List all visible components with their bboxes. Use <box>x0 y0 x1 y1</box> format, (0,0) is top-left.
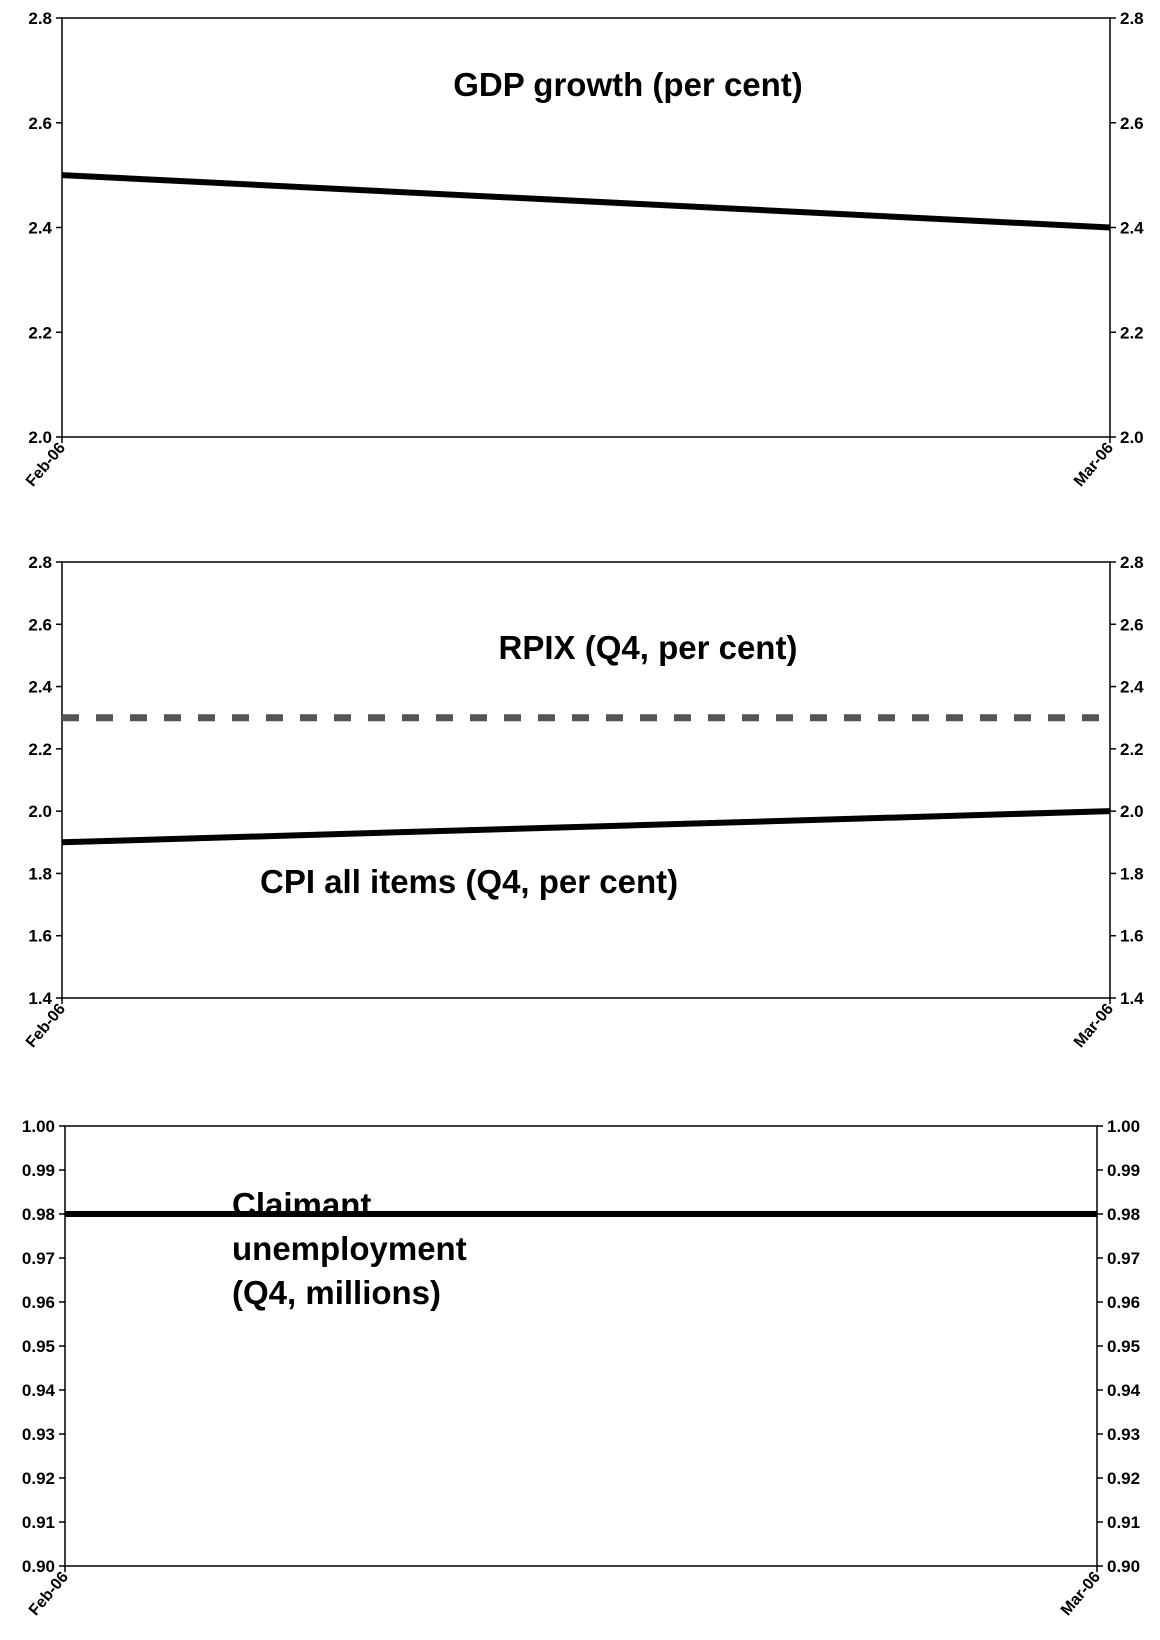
chart3-left-tick-label: 0.98 <box>22 1205 55 1224</box>
chart2-right-tick-label: 2.6 <box>1120 615 1144 634</box>
chart1-annotation-1: GDP growth (per cent) <box>453 66 803 103</box>
chart2-left-tick-label: 1.6 <box>28 927 52 946</box>
chart2-right-tick-label: 1.6 <box>1120 927 1144 946</box>
chart3-right-tick-label: 0.96 <box>1107 1293 1140 1312</box>
chart1-left-tick-label: 2.0 <box>28 428 52 447</box>
chart3-left-tick-label: 0.96 <box>22 1293 55 1312</box>
chart2-left-tick-label: 2.4 <box>28 678 52 697</box>
chart2-left-tick-label: 2.2 <box>28 740 52 759</box>
chart1-right-tick-label: 2.6 <box>1120 114 1144 133</box>
chart1-x-tick-label: Feb-06 <box>23 440 69 491</box>
chart3-right-tick-label: 0.91 <box>1107 1513 1140 1532</box>
chart2-right-tick-label: 2.8 <box>1120 553 1144 572</box>
chart3-annotation-line: (Q4, millions) <box>232 1274 441 1311</box>
chart3-right-tick-label: 1.00 <box>1107 1117 1140 1136</box>
chart1-right-tick-label: 2.2 <box>1120 323 1144 342</box>
chart3-right-tick-label: 0.93 <box>1107 1425 1140 1444</box>
chart1-right-tick-label: 2.8 <box>1120 9 1144 28</box>
chart3-annotation-line: unemployment <box>232 1230 467 1267</box>
chart2-left-tick-label: 2.6 <box>28 615 52 634</box>
chart3-left-tick-label: 0.93 <box>22 1425 55 1444</box>
chart3-annotation-1: Claimant unemployment (Q4, millions) <box>232 1186 467 1311</box>
chart3-right-tick-label: 0.92 <box>1107 1469 1140 1488</box>
chart2-x-tick-label: Feb-06 <box>23 1001 69 1052</box>
chart3-x-tick-label: Mar-06 <box>1058 1569 1104 1620</box>
chart1-left-tick-label: 2.6 <box>28 114 52 133</box>
chart2-right-tick-label: 1.4 <box>1120 989 1144 1008</box>
chart3-left-tick-label: 1.00 <box>22 1117 55 1136</box>
chart3-right-tick-label: 0.99 <box>1107 1161 1140 1180</box>
chart1-series-1-line <box>61 172 1111 231</box>
chart3-left-tick-label: 0.95 <box>22 1337 55 1356</box>
chart2-annotation-2: CPI all items (Q4, per cent) <box>260 863 678 900</box>
chart3-left-tick-label: 0.94 <box>22 1381 56 1400</box>
chart2-left-tick-label: 2.8 <box>28 553 52 572</box>
chart3-right-tick-label: 0.95 <box>1107 1337 1140 1356</box>
chart2-annotation-1: RPIX (Q4, per cent) <box>499 629 798 666</box>
chart3-x-tick-label: Feb-06 <box>26 1569 72 1620</box>
chart2-right-tick-label: 2.2 <box>1120 740 1144 759</box>
chart3-right-tick-label: 0.98 <box>1107 1205 1140 1224</box>
chart3-left-tick-label: 0.92 <box>22 1469 55 1488</box>
chart1-right-tick-label: 2.4 <box>1120 219 1144 238</box>
chart2-plot-frame <box>61 561 1111 999</box>
chart3-left-tick-label: 0.99 <box>22 1161 55 1180</box>
chart2-right-tick-label: 2.0 <box>1120 802 1144 821</box>
chart1-right-tick-label: 2.0 <box>1120 428 1144 447</box>
chart3-right-tick-label: 0.97 <box>1107 1249 1140 1268</box>
chart1-left-tick-label: 2.8 <box>28 9 52 28</box>
chart3-annotation-line: Claimant <box>232 1186 371 1223</box>
chart2-x-tick-label: Mar-06 <box>1071 1001 1117 1052</box>
chart2-right-tick-label: 2.4 <box>1120 678 1144 697</box>
chart3-left-tick-label: 0.97 <box>22 1249 55 1268</box>
chart2-series-2-line <box>61 808 1111 846</box>
chart3-right-tick-label: 0.94 <box>1107 1381 1141 1400</box>
chart2-left-tick-label: 1.8 <box>28 864 52 883</box>
chart2-right-tick-label: 1.8 <box>1120 864 1144 883</box>
chart1-left-tick-label: 2.4 <box>28 219 52 238</box>
chart3-right-tick-label: 0.90 <box>1107 1557 1140 1576</box>
chart1-x-tick-label: Mar-06 <box>1071 440 1117 491</box>
chart3-plot-frame <box>64 1125 1098 1567</box>
chart2-left-tick-label: 2.0 <box>28 802 52 821</box>
chart3-left-tick-label: 0.90 <box>22 1557 55 1576</box>
chart1-left-tick-label: 2.2 <box>28 323 52 342</box>
chart2-left-tick-label: 1.4 <box>28 989 52 1008</box>
chart3-left-tick-label: 0.91 <box>22 1513 55 1532</box>
